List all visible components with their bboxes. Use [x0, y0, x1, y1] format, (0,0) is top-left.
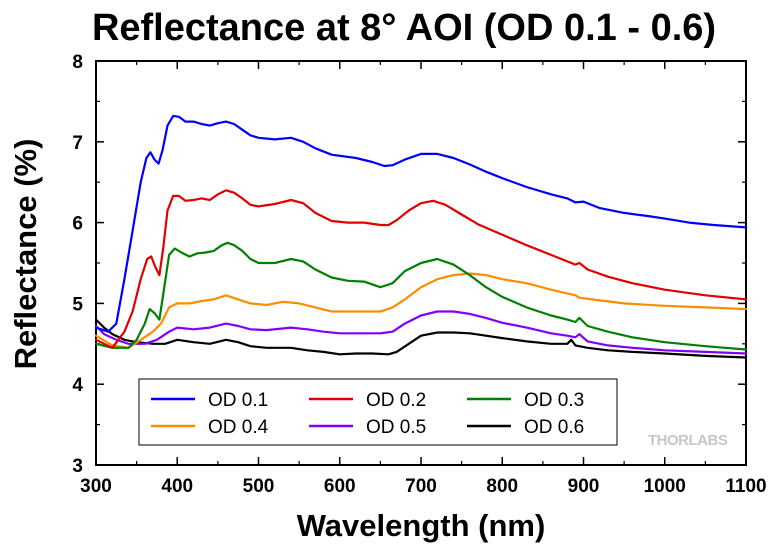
x-tick-label: 400	[161, 476, 193, 497]
y-tick-label: 4	[72, 375, 83, 396]
thorlabs-watermark: THORLABS	[648, 432, 728, 449]
series-line-od-0-5	[94, 310, 748, 355]
series-line-od-0-6	[94, 318, 748, 359]
y-tick-label: 8	[72, 52, 83, 73]
x-tick-label: 500	[243, 476, 275, 497]
legend-label-od-0-5: OD 0.5	[366, 417, 426, 438]
series-line-od-0-4	[94, 272, 748, 349]
y-tick-label: 7	[72, 133, 83, 154]
x-tick-label: 600	[324, 476, 356, 497]
x-tick-label: 800	[486, 476, 518, 497]
x-tick-label: 1000	[644, 476, 686, 497]
series-line-od-0-2	[94, 189, 748, 349]
legend-label-od-0-4: OD 0.4	[208, 417, 269, 438]
legend: OD 0.1 OD 0.2 OD 0.3 OD 0.4 OD 0.5 OD 0.6	[138, 378, 618, 446]
x-axis-label: Wavelength (nm)	[297, 508, 546, 543]
legend-label-od-0-2: OD 0.2	[366, 390, 426, 411]
series-line-od-0-3	[94, 241, 748, 351]
y-tick-label: 3	[72, 456, 83, 477]
legend-label-od-0-1: OD 0.1	[208, 390, 268, 411]
legend-label-od-0-6: OD 0.6	[524, 417, 584, 438]
y-tick-label: 5	[72, 294, 83, 315]
y-axis-label: Reflectance (%)	[8, 139, 43, 370]
x-tick-label: 900	[568, 476, 600, 497]
x-tick-label: 700	[405, 476, 437, 497]
x-tick-label: 1100	[725, 476, 766, 497]
x-tick-label: 300	[80, 476, 112, 497]
chart-title: Reflectance at 8° AOI (OD 0.1 - 0.6)	[92, 7, 716, 49]
legend-label-od-0-3: OD 0.3	[524, 390, 584, 411]
legend-box	[138, 378, 618, 446]
y-tick-label: 6	[72, 214, 83, 235]
series-line-od-0-1	[94, 114, 748, 333]
